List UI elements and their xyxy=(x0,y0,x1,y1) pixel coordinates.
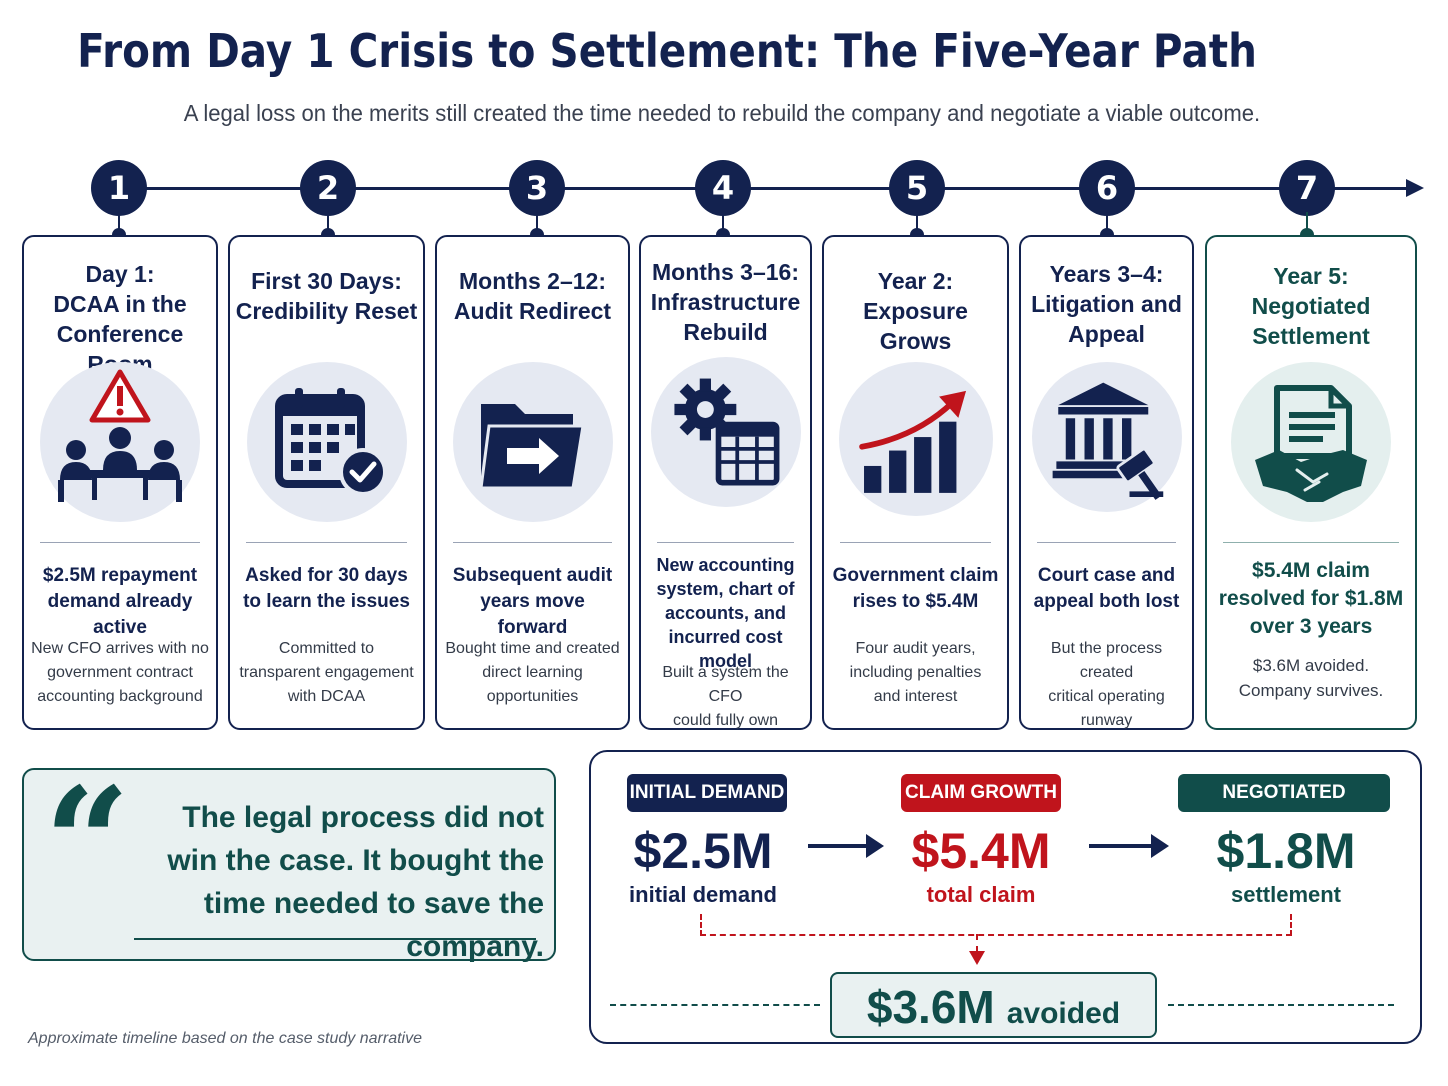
gear-spreadsheet-icon xyxy=(673,378,779,486)
step-detail: New CFO arrives with no government contra… xyxy=(31,640,209,705)
difference-connector xyxy=(700,934,1292,936)
claim-growth-caption: total claim xyxy=(926,882,1036,907)
step-title: Year 5: Negotiated Settlement xyxy=(1251,263,1371,349)
negotiated-outcome-label: NEGOTIATED OUTCOME xyxy=(1178,774,1390,841)
icon-background xyxy=(40,362,200,522)
card-divider xyxy=(246,542,407,543)
calendar-check-icon xyxy=(274,388,387,496)
step-marker-2: 2 xyxy=(300,160,356,216)
quote-text: The legal process did not win the case. I… xyxy=(167,801,544,963)
initial-demand-value: $2.5M xyxy=(633,823,773,879)
folder-arrow-icon xyxy=(478,404,585,490)
difference-connector xyxy=(700,914,702,936)
step-card-7: Year 5: Negotiated Settlement $5.4M claim r… xyxy=(1205,235,1417,730)
step-highlight: Government claim rises to $5.4M xyxy=(832,565,999,612)
icon-background xyxy=(650,357,801,507)
step-marker-3: 3 xyxy=(509,160,565,216)
step-marker-4: 4 xyxy=(695,160,751,216)
step-marker-6: 6 xyxy=(1079,160,1135,216)
difference-connector xyxy=(1290,914,1292,936)
icon-background xyxy=(246,362,407,522)
difference-arrow-icon xyxy=(969,951,985,965)
step-detail: But the process created critical operatin… xyxy=(1048,640,1165,729)
step-highlight: Court case and appeal both lost xyxy=(1033,565,1180,612)
rising-chart-icon xyxy=(858,390,966,493)
card-divider xyxy=(657,542,794,543)
warning-meeting-icon xyxy=(58,369,182,502)
card-divider xyxy=(840,542,991,543)
initial-demand-caption: initial demand xyxy=(629,882,777,907)
step-detail: Four audit years, including penalties and … xyxy=(849,640,982,705)
negotiated-outcome-caption: settlement xyxy=(1230,882,1342,907)
page-title: From Day 1 Crisis to Settlement: The Fiv… xyxy=(77,24,1257,78)
step-card-5: Year 2: Exposure Grows Government claim ri… xyxy=(822,235,1009,730)
icon-background xyxy=(838,362,993,516)
quote-callout: “ The legal process did not win the case.… xyxy=(22,755,556,963)
flow-arrow-icon xyxy=(808,834,884,858)
step-detail: $3.6M avoided. Company survives. xyxy=(1238,656,1384,700)
divider-dashes xyxy=(610,1004,820,1006)
step-highlight: $2.5M repayment demand already active xyxy=(42,565,198,638)
step-title: First 30 Days: Credibility Reset xyxy=(235,268,418,324)
step-card-3: Months 2–12: Audit Redirect Subsequent au… xyxy=(435,235,630,730)
step-marker-7: 7 xyxy=(1279,160,1335,216)
document-handshake-icon xyxy=(1255,385,1367,502)
courthouse-gavel-icon xyxy=(1052,382,1163,500)
icon-background xyxy=(1231,362,1391,522)
quote-mark-icon: “ xyxy=(44,755,131,931)
step-title: Year 2: Exposure Grows xyxy=(863,268,968,354)
icon-background xyxy=(1031,362,1182,512)
card-divider xyxy=(40,542,200,543)
step-card-6: Years 3–4: Litigation and Appeal Court cas… xyxy=(1019,235,1194,730)
step-detail: Committed to transparent engagement with D… xyxy=(239,640,414,705)
difference-connector xyxy=(976,934,978,952)
step-detail: Bought time and created direct learning op… xyxy=(445,640,620,705)
timeline-line xyxy=(118,187,1408,190)
step-card-4: Months 3–16: Infrastructure Rebuild xyxy=(639,235,812,730)
page-subtitle: A legal loss on the merits still created… xyxy=(183,100,1261,126)
footnote: Approximate timeline based on the case s… xyxy=(28,1030,422,1047)
card-divider xyxy=(1037,542,1176,543)
avoided-amount-box: $3.6M avoided xyxy=(830,972,1157,1038)
step-marker-5: 5 xyxy=(889,160,945,216)
step-highlight: $5.4M claim resolved for $1.8M over 3 year… xyxy=(1218,559,1404,638)
initial-demand-label: INITIAL DEMAND xyxy=(627,774,787,812)
step-title: Months 2–12: Audit Redirect xyxy=(453,268,612,324)
step-detail: Built a system the CFO could fully own xyxy=(662,664,789,729)
avoided-amount-value: $3.6M xyxy=(866,981,995,1033)
flow-arrow-icon xyxy=(1089,834,1169,858)
divider-dashes xyxy=(1168,1004,1394,1006)
step-highlight: New accounting system, chart of accounts, … xyxy=(656,555,795,671)
step-highlight: Asked for 30 days to learn the issues xyxy=(243,565,410,612)
timeline-arrow-icon xyxy=(1406,179,1424,197)
card-divider xyxy=(1223,542,1399,543)
step-title: Months 3–16: Infrastructure Rebuild xyxy=(650,259,801,345)
negotiated-outcome-value: $1.8M xyxy=(1216,823,1356,879)
card-divider xyxy=(453,542,612,543)
claim-growth-value: $5.4M xyxy=(911,823,1051,879)
step-marker-1: 1 xyxy=(91,160,147,216)
step-highlight: Subsequent audit years move forward xyxy=(452,565,613,638)
step-title: Years 3–4: Litigation and Appeal xyxy=(1031,261,1182,347)
icon-background xyxy=(452,362,613,522)
claim-growth-label: CLAIM GROWTH xyxy=(901,774,1061,812)
quote-underline xyxy=(134,938,536,940)
avoided-amount-caption: avoided xyxy=(1006,997,1121,1030)
step-card-2: First 30 Days: Credibility Reset Asked fo… xyxy=(228,235,425,730)
